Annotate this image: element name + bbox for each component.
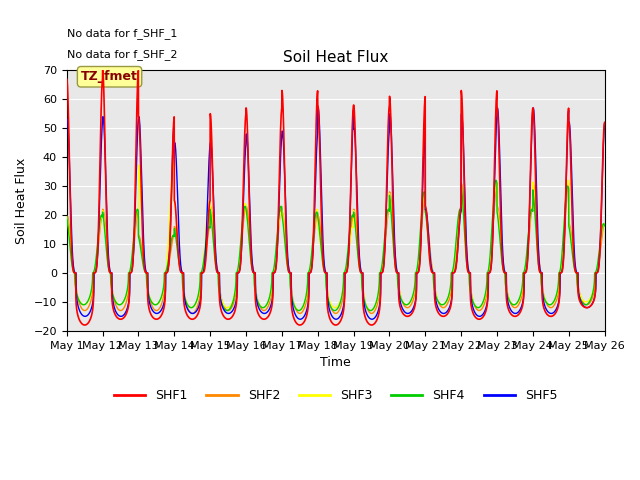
Legend: SHF1, SHF2, SHF3, SHF4, SHF5: SHF1, SHF2, SHF3, SHF4, SHF5 — [109, 384, 563, 407]
SHF2 — [188, 311, 196, 316]
SHF4 — [63, 215, 70, 220]
Line: SHF3: SHF3 — [67, 163, 605, 311]
SHF2 — [127, 269, 134, 275]
SHF1 — [81, 322, 88, 328]
SHF2 — [479, 305, 486, 311]
SHF5 — [127, 270, 134, 276]
SHF1 — [99, 67, 106, 73]
Line: SHF1: SHF1 — [67, 70, 605, 325]
SHF1 — [63, 76, 70, 82]
SHF4 — [127, 259, 135, 264]
SHF2 — [97, 220, 104, 226]
SHF3 — [170, 160, 177, 166]
SHF4 — [492, 178, 500, 183]
SHF3 — [435, 299, 442, 304]
Line: SHF2: SHF2 — [67, 183, 605, 313]
SHF5 — [127, 269, 135, 275]
SHF4 — [601, 223, 609, 229]
SHF3 — [97, 216, 104, 221]
SHF5 — [435, 306, 442, 312]
SHF4 — [223, 308, 231, 313]
X-axis label: Time: Time — [321, 356, 351, 369]
SHF4 — [435, 299, 442, 305]
SHF2 — [601, 221, 609, 227]
SHF5 — [63, 118, 70, 123]
SHF5 — [601, 120, 609, 126]
Text: No data for f_SHF_1: No data for f_SHF_1 — [67, 28, 177, 39]
Title: Soil Heat Flux: Soil Heat Flux — [283, 50, 388, 65]
SHF3 — [601, 222, 609, 228]
SHF5 — [230, 305, 238, 311]
SHF1 — [128, 268, 136, 274]
Y-axis label: Soil Heat Flux: Soil Heat Flux — [15, 157, 28, 244]
Text: TZ_fmet: TZ_fmet — [81, 70, 138, 83]
SHF3 — [63, 213, 70, 219]
SHF1 — [479, 315, 486, 321]
SHF1 — [97, 119, 105, 125]
SHF4 — [230, 294, 238, 300]
SHF1 — [601, 120, 609, 125]
SHF3 — [230, 294, 238, 300]
SHF4 — [127, 264, 134, 270]
SHF2 — [230, 299, 238, 304]
SHF4 — [97, 214, 104, 219]
SHF3 — [295, 308, 303, 313]
SHF4 — [479, 301, 486, 307]
SHF5 — [479, 312, 486, 318]
SHF2 — [127, 266, 135, 272]
Text: No data for f_SHF_2: No data for f_SHF_2 — [67, 49, 177, 60]
SHF5 — [296, 316, 304, 322]
SHF2 — [435, 300, 442, 305]
Line: SHF5: SHF5 — [67, 108, 605, 319]
SHF3 — [127, 262, 135, 267]
SHF3 — [127, 266, 134, 272]
SHF5 — [314, 105, 322, 111]
SHF1 — [127, 270, 135, 276]
SHF5 — [97, 160, 104, 166]
SHF2 — [458, 180, 465, 186]
SHF2 — [63, 212, 70, 218]
Line: SHF4: SHF4 — [67, 180, 605, 311]
SHF3 — [479, 301, 486, 307]
SHF1 — [435, 311, 442, 316]
SHF1 — [230, 310, 238, 316]
